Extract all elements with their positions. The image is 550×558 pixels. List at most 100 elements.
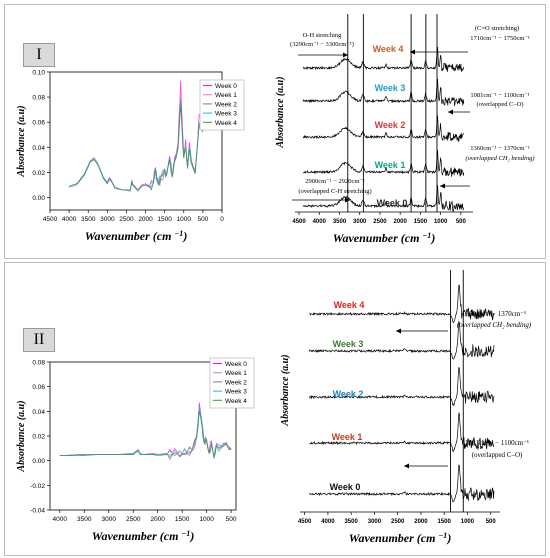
week-label: Week 1 [375,160,406,170]
annotation-ch2-range: 1360cm⁻¹ − 1370cm⁻¹ [462,310,526,318]
week-label: Week 2 [333,389,364,399]
annotation-c-o-arrow-head [448,109,453,115]
annotation-c-o-note: (overlapped C–O) [472,451,523,459]
x-tick-label: 1000 [177,216,192,223]
week-label: Week 4 [334,300,365,310]
legend-label: Week 1 [215,92,237,99]
annotation-ch-arrow-head [345,197,350,203]
week-label: Week 0 [330,482,361,492]
annotation-oh-arrow-head [343,52,348,58]
x-tick-label: 3500 [333,219,347,225]
legend-box [199,79,245,131]
y-tick-label: 0.00 [32,458,45,465]
x-tick-label: 2500 [119,216,134,223]
x-tick-label: 500 [456,219,467,225]
annotation-ch2-note: (overlapped CH₂ bending) [457,321,532,329]
week-label: Week 3 [333,339,364,349]
y-tick-label: -0.02 [30,483,45,490]
legend-label: Week 4 [215,120,237,127]
x-tick-label: 3500 [77,516,92,523]
x-tick-label: 2500 [391,519,405,525]
annotation-ch2-range: 1360cm⁻¹ − 1370cm⁻¹ [470,145,530,152]
x-tick-label: 1000 [461,519,475,525]
series-line-week-4 [68,104,204,191]
y-tick-label: 0.02 [32,170,45,177]
legend-box [209,357,255,409]
x-tick-label: 3000 [368,519,382,525]
x-tick-label: 500 [197,216,208,223]
x-tick-label: 4000 [313,219,327,225]
annotation-oh-title: O-H stretching [303,32,343,39]
annotation-c-o-arrow-head [404,463,409,469]
x-axis-label: Wavenumber (cm −1) [92,529,195,544]
x-tick-label: 2000 [150,516,165,523]
week-label: Week 4 [373,44,404,54]
x-tick-label: 3000 [102,516,117,523]
legend-label: Week 3 [225,389,247,396]
x-tick-label: 3500 [81,216,96,223]
legend-label: Week 2 [215,101,237,108]
legend-label: Week 3 [215,111,237,118]
y-axis-label: Absorbance (a.u) [275,76,286,148]
legend-label: Week 2 [225,379,247,386]
annotation-ch-range: 2900cm⁻¹ − 2920cm⁻¹ [305,178,365,185]
x-tick-label: 3000 [353,219,367,225]
x-tick-label: 2500 [373,219,387,225]
annotation-ch2-arrow-head [440,183,445,189]
annotation-ch-note: (overlapped C-H stretching) [298,188,371,195]
x-tick-label: 4500 [292,219,306,225]
y-tick-label: 0.00 [32,195,45,202]
panel-i: I [4,4,546,259]
x-tick-label: 2000 [414,519,428,525]
annotation-c-o-note: (overlapped C–O) [476,101,523,108]
spectrum-line-week-2 [308,366,495,407]
x-tick-label: 0 [220,216,224,223]
y-axis-label: Absorbance (a.u) [16,400,27,472]
x-tick-label: 2000 [394,219,408,225]
week-label: Week 0 [377,198,408,208]
x-tick-label: 1500 [175,516,190,523]
x-tick-label: 1500 [414,219,428,225]
legend-label: Week 0 [215,83,237,90]
y-tick-label: 0.08 [32,360,45,367]
y-tick-label: 0.04 [32,409,45,416]
y-tick-label: 0.06 [32,384,45,391]
x-axis-label: Wavenumber (cm −1) [349,531,452,546]
annotation-co-title: (C=O stretching) [475,25,519,32]
y-tick-label: 0.06 [32,120,45,127]
x-tick-label: 4500 [43,216,58,223]
y-tick-label: 0.02 [32,434,45,441]
x-tick-label: 1500 [157,216,172,223]
panel-ii-label: II [23,328,55,352]
annotation-ch2-note: (overlapped CH₂ bending) [465,155,534,162]
week-label: Week 2 [375,120,406,130]
x-tick-label: 1000 [434,219,448,225]
x-tick-label: 500 [486,519,497,525]
x-tick-label: 1500 [438,519,452,525]
annotation-co-arrow-head [410,49,415,55]
x-tick-label: 4000 [53,516,68,523]
x-tick-label: 2500 [126,516,141,523]
legend-label: Week 4 [225,398,247,405]
y-tick-label: -0.04 [30,508,45,515]
legend-label: Week 1 [225,370,247,377]
annotation-ch2-arrow-head [396,328,401,334]
y-tick-label: 0.04 [32,145,45,152]
y-tick-label: 0.08 [32,95,45,102]
y-axis-label: Absorbance (a.u) [280,354,291,426]
x-tick-label: 500 [226,516,237,523]
panel-i-label: I [23,43,55,67]
panel-ii: II [4,262,546,556]
x-axis-label: Wavenumber (cm −1) [333,231,436,246]
x-tick-label: 1000 [199,516,214,523]
x-tick-label: 4000 [62,216,77,223]
annotation-oh-range: (3290cm⁻¹ − 3300cm⁻¹) [290,41,354,48]
x-tick-label: 4000 [321,519,335,525]
x-tick-label: 3000 [100,216,115,223]
annotation-co-range: 1710cm⁻¹ − 1750cm⁻¹ [470,35,530,42]
x-axis-label: Wavenumber (cm −1) [85,229,188,244]
x-tick-label: 2000 [138,216,153,223]
